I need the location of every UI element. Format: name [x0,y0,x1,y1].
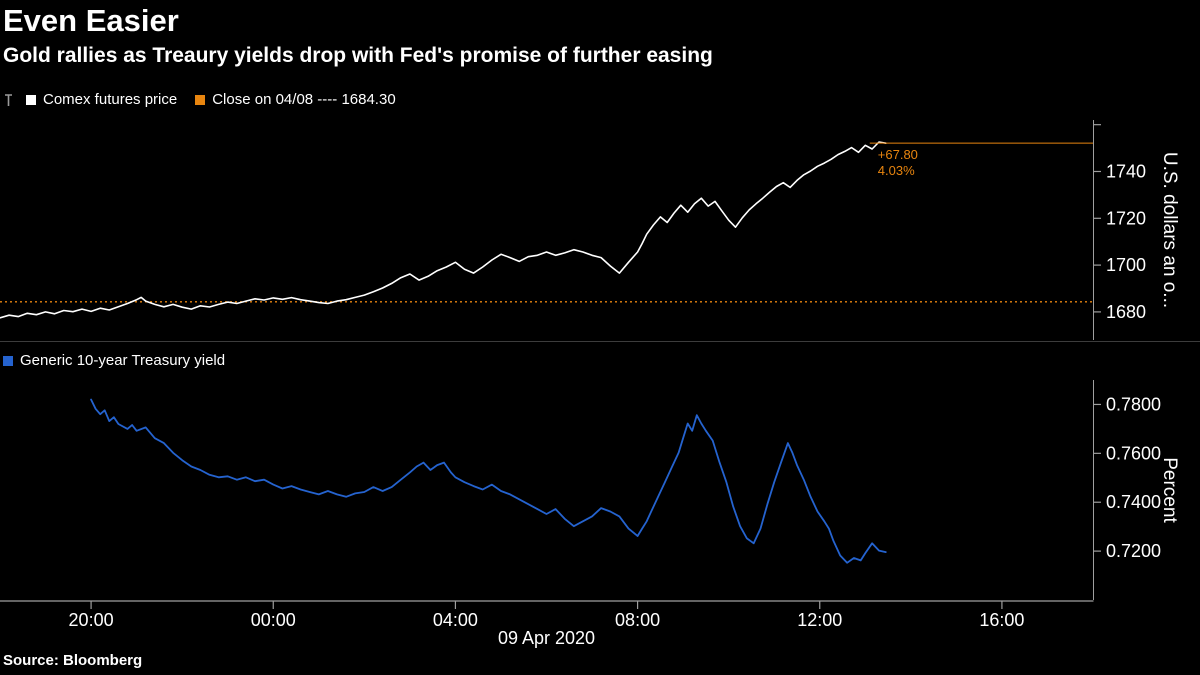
gold-y-axis-label: U.S. dollars an o... [1159,151,1180,309]
legend-item-close-reference: Close on 04/08 ---- 1684.30 [195,91,396,108]
legend-label-close: Close on 04/08 ---- 1684.30 [212,91,396,108]
gold-price-chart: 1680 1700 1720 1740 [0,120,1146,340]
orange-series-swatch-icon [195,94,206,105]
price-change-value: +67.80 [877,147,918,163]
treasury-yield-chart: 0.7200 0.7400 0.7600 0.7800 [90,380,1161,600]
price-change-percent: 4.03% [877,163,915,179]
page-subtitle: Gold rallies as Treaury yields drop with… [3,44,713,67]
legend-item-treasury-yield: Generic 10-year Treasury yield [3,352,225,369]
y-tick-label: 1720 [1106,208,1146,228]
yield-series-line [90,398,887,564]
y-tick-label: 1740 [1106,161,1146,181]
x-tick-label: 20:00 [69,610,114,630]
y-tick-label: 1700 [1106,255,1146,275]
x-tick-label: 04:00 [433,610,478,630]
yield-chart-legend: Generic 10-year Treasury yield [3,352,225,369]
time-axis: 20:00 00:00 04:00 08:00 12:00 16:00 [0,600,1094,630]
legend-label-comex: Comex futures price [43,91,178,108]
x-tick-label: 00:00 [251,610,296,630]
y-tick-label: 0.7400 [1106,492,1161,512]
white-series-swatch-icon [26,94,36,105]
tracker-icon [3,93,14,107]
legend-item-comex-futures: Comex futures price [26,91,177,108]
legend-label-yield: Generic 10-year Treasury yield [20,352,226,369]
x-tick-label: 08:00 [615,610,660,630]
gold-series-line [0,141,887,319]
page-title: Even Easier [3,3,179,38]
y-tick-label: 1680 [1106,302,1146,322]
panel-divider [0,341,1200,342]
y-tick-label: 0.7200 [1106,541,1161,561]
date-label: 09 Apr 2020 [497,628,596,648]
source-credit: Source: Bloomberg [3,652,143,669]
x-tick-label: 12:00 [797,610,842,630]
y-tick-label: 0.7600 [1106,443,1161,463]
last-price-annotation: +67.80 4.03% [878,147,918,179]
blue-series-swatch-icon [3,355,13,366]
y-tick-label: 0.7800 [1106,394,1161,414]
gold-chart-legend: Comex futures price Close on 04/08 ---- … [3,91,396,108]
x-tick-label: 16:00 [979,610,1024,630]
yield-y-axis-label: Percent [1159,457,1180,523]
